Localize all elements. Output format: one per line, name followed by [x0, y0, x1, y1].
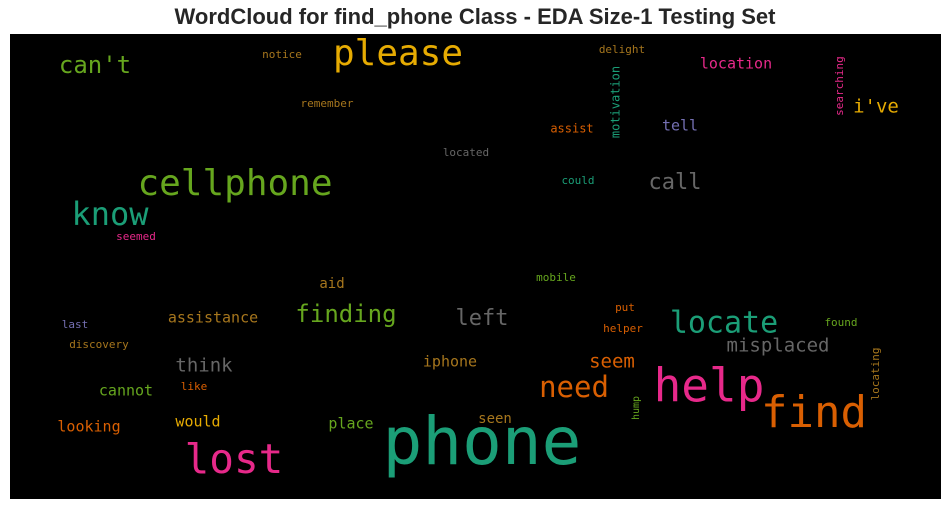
word-left: left — [456, 306, 509, 331]
word-put: put — [615, 301, 635, 314]
word-know: know — [71, 195, 149, 233]
word-help: help — [654, 359, 765, 413]
word-locating: locating — [869, 348, 882, 401]
word-i-ve: i've — [853, 96, 899, 118]
word-hump: hump — [631, 396, 642, 420]
word-location: location — [700, 55, 772, 73]
word-assistance: assistance — [168, 309, 258, 327]
word-please: please — [333, 34, 463, 74]
word-last: last — [62, 318, 89, 331]
word-helper: helper — [603, 322, 643, 335]
word-lost: lost — [185, 435, 284, 483]
word-seem: seem — [589, 351, 635, 373]
word-could: could — [561, 174, 594, 187]
word-motivation: motivation — [609, 66, 623, 138]
word-can-t: can't — [59, 51, 131, 79]
word-cannot: cannot — [99, 382, 153, 400]
word-would: would — [175, 413, 220, 431]
word-delight: delight — [599, 43, 645, 56]
wordcloud-panel: phone help find lost please cellphone know loca… — [10, 34, 941, 499]
word-need: need — [539, 370, 609, 404]
word-notice: notice — [262, 48, 302, 61]
word-finding: finding — [295, 300, 396, 328]
word-like: like — [181, 380, 208, 393]
word-found: found — [824, 316, 857, 329]
word-searching: searching — [833, 56, 846, 116]
word-think: think — [175, 355, 233, 377]
word-locate: locate — [670, 306, 778, 341]
word-place: place — [328, 415, 373, 433]
word-phone: phone — [383, 403, 582, 480]
chart-title: WordCloud for find_phone Class - EDA Siz… — [174, 4, 776, 29]
word-cellphone: cellphone — [137, 163, 332, 204]
word-discovery: discovery — [69, 338, 129, 351]
word-remember: remember — [301, 97, 354, 110]
word-tell: tell — [662, 117, 698, 135]
word-find: find — [761, 387, 867, 438]
word-misplaced: misplaced — [727, 335, 830, 357]
word-call: call — [649, 170, 702, 195]
word-mobile: mobile — [536, 271, 576, 284]
word-aid: aid — [319, 276, 344, 292]
word-iphone: iphone — [423, 353, 477, 371]
word-seemed: seemed — [116, 230, 156, 243]
word-looking: looking — [57, 418, 120, 436]
word-located: located — [443, 146, 489, 159]
word-assist: assist — [550, 122, 593, 136]
word-seen: seen — [478, 411, 512, 427]
